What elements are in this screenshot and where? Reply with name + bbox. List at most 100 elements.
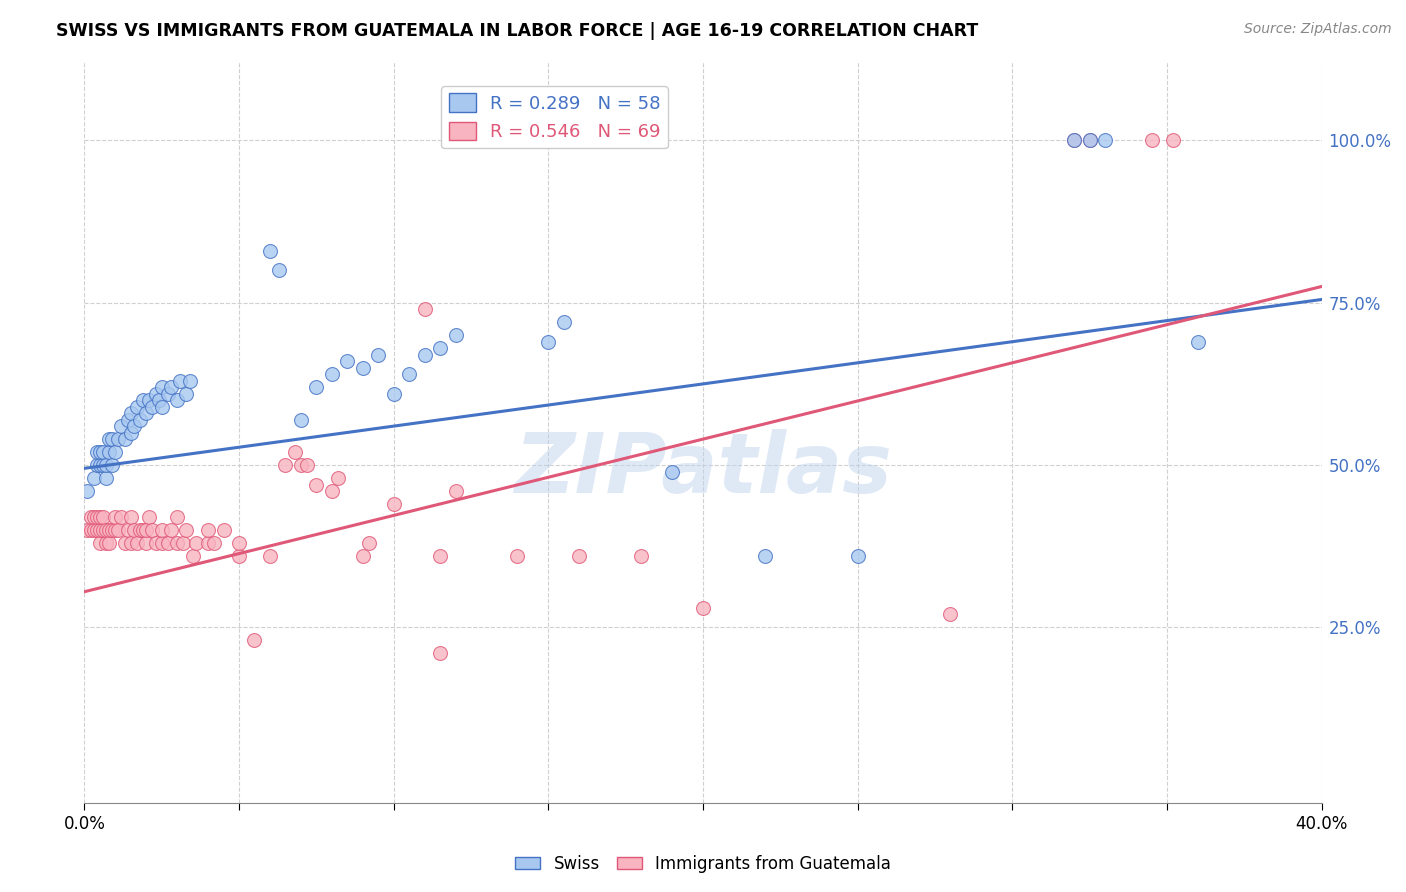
Point [212, 523, 235, 537]
Point [138, 393, 160, 408]
Point [290, 412, 312, 426]
Point [138, 510, 160, 524]
Point [89, 445, 111, 459]
Point [98, 432, 121, 446]
Point [1063, 133, 1085, 147]
Point [86, 523, 108, 537]
Point [1094, 133, 1116, 147]
Point [86, 445, 108, 459]
Point [94, 458, 117, 472]
Point [429, 647, 451, 661]
Point [290, 458, 312, 472]
Point [129, 412, 152, 426]
Point [321, 367, 343, 381]
Point [104, 445, 127, 459]
Point [179, 374, 201, 388]
Point [197, 536, 219, 550]
Point [135, 536, 157, 550]
Point [89, 458, 111, 472]
Point [98, 523, 121, 537]
Point [129, 523, 152, 537]
Point [413, 302, 436, 317]
Text: Source: ZipAtlas.com: Source: ZipAtlas.com [1244, 22, 1392, 37]
Point [135, 406, 157, 420]
Point [243, 633, 266, 648]
Point [156, 386, 179, 401]
Point [91, 445, 114, 459]
Point [357, 536, 380, 550]
Point [429, 549, 451, 563]
Point [537, 334, 560, 349]
Point [305, 380, 328, 394]
Point [83, 523, 105, 537]
Point [76, 484, 98, 499]
Point [553, 315, 575, 329]
Point [94, 471, 117, 485]
Point [305, 477, 328, 491]
Point [336, 354, 359, 368]
Point [132, 523, 155, 537]
Point [1063, 133, 1085, 147]
Point [120, 536, 142, 550]
Point [101, 432, 124, 446]
Point [352, 360, 374, 375]
Point [429, 341, 451, 355]
Point [352, 549, 374, 563]
Point [166, 536, 188, 550]
Point [846, 549, 869, 563]
Point [172, 536, 194, 550]
Point [104, 510, 127, 524]
Point [150, 536, 173, 550]
Point [1078, 133, 1101, 147]
Point [83, 510, 105, 524]
Point [202, 536, 225, 550]
Point [107, 432, 129, 446]
Point [181, 549, 204, 563]
Point [120, 406, 142, 420]
Point [120, 425, 142, 440]
Point [1161, 133, 1184, 147]
Point [169, 374, 191, 388]
Point [125, 400, 148, 414]
Point [295, 458, 318, 472]
Point [141, 400, 163, 414]
Point [228, 536, 250, 550]
Point [150, 400, 173, 414]
Point [117, 412, 139, 426]
Legend: Swiss, Immigrants from Guatemala: Swiss, Immigrants from Guatemala [509, 848, 897, 880]
Point [114, 432, 136, 446]
Point [122, 523, 145, 537]
Point [89, 510, 111, 524]
Point [382, 497, 405, 511]
Point [91, 510, 114, 524]
Point [145, 386, 167, 401]
Point [135, 523, 157, 537]
Point [98, 536, 121, 550]
Point [259, 244, 281, 258]
Point [326, 471, 349, 485]
Point [160, 380, 183, 394]
Point [176, 386, 198, 401]
Point [91, 458, 114, 472]
Point [754, 549, 776, 563]
Point [1140, 133, 1163, 147]
Point [630, 549, 652, 563]
Point [94, 523, 117, 537]
Point [125, 536, 148, 550]
Point [76, 523, 98, 537]
Point [117, 523, 139, 537]
Point [86, 458, 108, 472]
Point [83, 471, 105, 485]
Point [110, 419, 132, 434]
Point [444, 328, 467, 343]
Point [228, 549, 250, 563]
Point [269, 263, 291, 277]
Point [939, 607, 962, 622]
Point [79, 510, 101, 524]
Point [101, 523, 124, 537]
Point [101, 458, 124, 472]
Point [89, 536, 111, 550]
Point [1187, 334, 1209, 349]
Point [284, 445, 307, 459]
Point [166, 510, 188, 524]
